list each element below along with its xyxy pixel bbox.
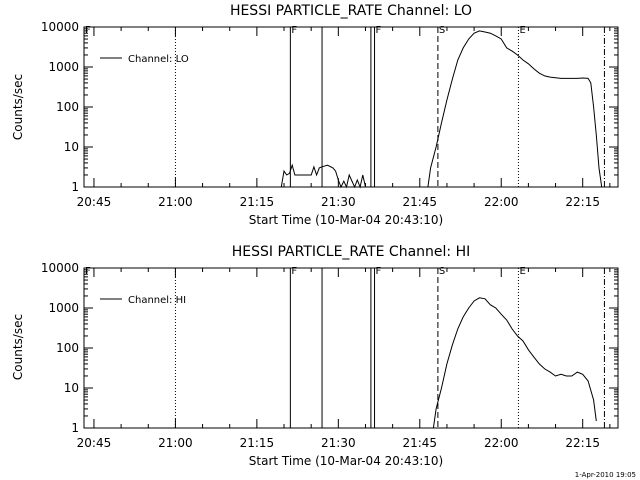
x-tick-label: 22:15 xyxy=(565,195,600,209)
event-marker-label: E xyxy=(519,266,525,277)
chart-title: HESSI PARTICLE_RATE Channel: HI xyxy=(232,244,470,260)
x-tick-label: 21:45 xyxy=(402,436,437,450)
y-tick-label: 1 xyxy=(71,421,79,435)
x-axis-label: Start Time (10-Mar-04 20:43:10) xyxy=(249,454,443,468)
x-tick-label: 20:45 xyxy=(77,436,112,450)
y-tick-label: 1000 xyxy=(48,301,79,315)
y-tick-label: 10000 xyxy=(41,261,79,275)
chart-panel-hi: HESSI PARTICLE_RATE Channel: HI Counts/s… xyxy=(11,244,619,468)
event-marker-label: F xyxy=(376,266,382,277)
x-tick-label: 20:45 xyxy=(77,195,112,209)
chart-title: HESSI PARTICLE_RATE Channel: LO xyxy=(230,3,472,19)
event-marker-label: F xyxy=(85,25,91,36)
y-tick-label: 1 xyxy=(71,180,79,194)
x-tick-label: 21:30 xyxy=(321,436,356,450)
x-tick-label: 22:15 xyxy=(565,436,600,450)
y-tick-label: 10 xyxy=(64,140,79,154)
y-axis-label: Counts/sec xyxy=(11,74,25,140)
rate-series-line xyxy=(280,163,366,189)
event-marker-label: F xyxy=(376,25,382,36)
y-tick-label: 100 xyxy=(56,100,79,114)
legend: Channel: HI xyxy=(100,295,186,306)
x-tick-label: 21:15 xyxy=(240,195,275,209)
x-tick-label: 21:00 xyxy=(158,195,193,209)
y-tick-label: 10 xyxy=(64,381,79,395)
x-tick-label: 21:15 xyxy=(240,436,275,450)
event-marker-label: F xyxy=(291,266,297,277)
x-tick-label: 21:45 xyxy=(402,195,437,209)
x-tick-label: 21:00 xyxy=(158,436,193,450)
x-axis-label: Start Time (10-Mar-04 20:43:10) xyxy=(249,213,443,227)
legend-label: Channel: LO xyxy=(128,54,189,65)
event-marker-label: S xyxy=(439,266,445,277)
footer-timestamp: 1-Apr-2010 19:05 xyxy=(575,471,636,479)
event-marker-label: E xyxy=(519,25,525,36)
y-axis-label: Counts/sec xyxy=(11,314,25,380)
chart-panel-lo: HESSI PARTICLE_RATE Channel: LO Counts/s… xyxy=(11,3,619,227)
plot-frame xyxy=(83,267,619,429)
legend-label: Channel: HI xyxy=(128,295,186,306)
rate-series-line xyxy=(427,30,603,188)
x-tick-label: 22:00 xyxy=(484,436,519,450)
plot-frame xyxy=(83,26,619,188)
event-marker-label: F xyxy=(291,25,297,36)
y-tick-label: 1000 xyxy=(48,60,79,74)
rate-series-line xyxy=(432,297,597,429)
event-marker-label: S xyxy=(439,25,445,36)
x-tick-label: 22:00 xyxy=(484,195,519,209)
event-marker-label: F xyxy=(85,266,91,277)
legend: Channel: LO xyxy=(100,54,189,65)
x-tick-label: 21:30 xyxy=(321,195,356,209)
y-tick-label: 10000 xyxy=(41,20,79,34)
y-tick-label: 100 xyxy=(56,341,79,355)
